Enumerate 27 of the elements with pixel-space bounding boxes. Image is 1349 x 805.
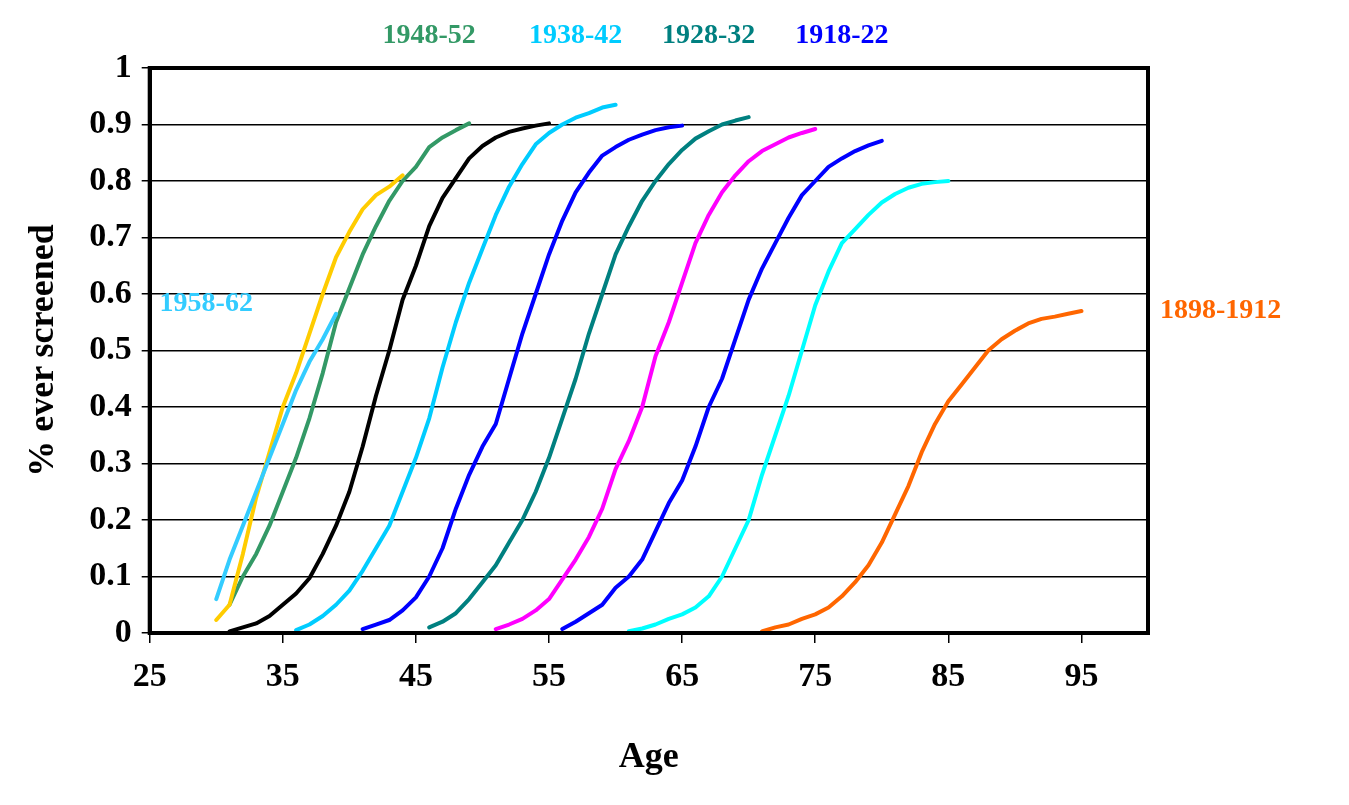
x-tick-label: 25 (132, 656, 167, 694)
x-tick-label: 35 (265, 656, 300, 694)
text: 1958-62 (159, 286, 253, 318)
y-tick-label: 0 (114, 611, 132, 649)
x-tick-label: 55 (532, 656, 567, 694)
y-tick-label: 0.7 (89, 216, 132, 254)
y-tick-label: 0.3 (89, 442, 132, 480)
x-tick-label: 65 (665, 656, 700, 694)
y-axis-title: % ever screened (20, 224, 61, 477)
y-tick-label: 0.6 (89, 272, 132, 310)
y-tick-label: 0.2 (89, 498, 132, 536)
y-tick-label: 0.4 (89, 385, 132, 423)
text: 1948-52 (382, 18, 476, 50)
series-label: 1938-42 (528, 18, 623, 50)
x-axis-title: Age (618, 734, 679, 775)
text: 1918-22 (795, 18, 889, 50)
x-tick-label: 95 (1064, 656, 1099, 694)
y-tick-label: 0.1 (89, 555, 132, 593)
y-tick-label: 0.5 (89, 329, 132, 367)
text: 1898-1912 (1160, 293, 1282, 325)
x-tick-label: 45 (398, 656, 433, 694)
y-tick-label: 1 (114, 46, 132, 84)
y-tick-label: 0.8 (89, 159, 132, 197)
y-tick-label: 0.9 (89, 103, 132, 141)
x-tick-label: 75 (798, 656, 833, 694)
x-tick-label: 85 (931, 656, 966, 694)
text: 1928-32 (662, 18, 756, 50)
